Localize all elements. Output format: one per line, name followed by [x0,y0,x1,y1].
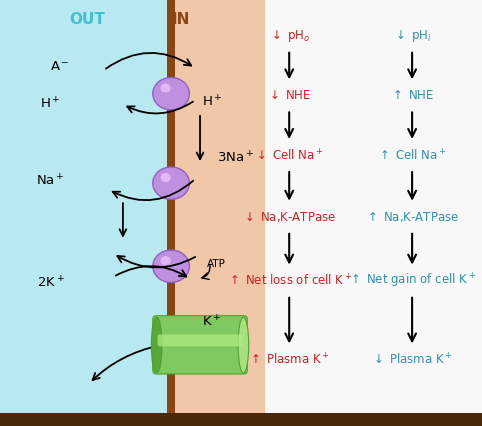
Ellipse shape [238,317,249,373]
Text: $\uparrow$ Cell Na$^+$: $\uparrow$ Cell Na$^+$ [377,148,447,163]
Text: $\uparrow$ Na,K-ATPase: $\uparrow$ Na,K-ATPase [365,210,459,224]
Text: $\downarrow$ Na,K-ATPase: $\downarrow$ Na,K-ATPase [242,210,336,224]
Circle shape [161,83,171,92]
FancyBboxPatch shape [158,334,242,346]
Circle shape [153,250,189,282]
Text: 2K$^+$: 2K$^+$ [37,276,65,291]
Text: 3Na$^+$: 3Na$^+$ [217,150,254,165]
Text: $\uparrow$ Net loss of cell K$^+$: $\uparrow$ Net loss of cell K$^+$ [227,273,352,289]
Text: A$^-$: A$^-$ [51,60,70,72]
Bar [0,413,482,426]
Bar [175,0,265,413]
Bar [265,0,482,413]
Text: $\downarrow$ Cell Na$^+$: $\downarrow$ Cell Na$^+$ [254,148,324,163]
Text: $\uparrow$ Plasma K$^+$: $\uparrow$ Plasma K$^+$ [248,352,330,368]
Text: OUT: OUT [69,12,105,27]
Text: Na$^+$: Na$^+$ [36,173,65,189]
Text: ATP: ATP [207,259,226,269]
Text: H$^+$: H$^+$ [40,97,61,112]
Text: $\downarrow$ pH$_o$: $\downarrow$ pH$_o$ [268,28,310,44]
Circle shape [161,173,171,182]
FancyBboxPatch shape [153,316,247,374]
Text: K$^+$: K$^+$ [202,314,222,329]
Ellipse shape [151,317,162,373]
Text: $\uparrow$ NHE: $\uparrow$ NHE [390,89,434,102]
Circle shape [153,167,189,199]
Text: $\downarrow$ Plasma K$^+$: $\downarrow$ Plasma K$^+$ [371,352,453,368]
Text: $\downarrow$ pH$_i$: $\downarrow$ pH$_i$ [393,28,431,44]
Text: IN: IN [172,12,190,27]
Bar [0,0,167,413]
Circle shape [161,256,171,265]
Text: $\uparrow$ Net gain of cell K$^+$: $\uparrow$ Net gain of cell K$^+$ [348,272,476,290]
Bar [167,0,175,413]
Text: $\downarrow$ NHE: $\downarrow$ NHE [267,89,311,102]
Text: H$^+$: H$^+$ [202,95,222,110]
Circle shape [153,78,189,110]
